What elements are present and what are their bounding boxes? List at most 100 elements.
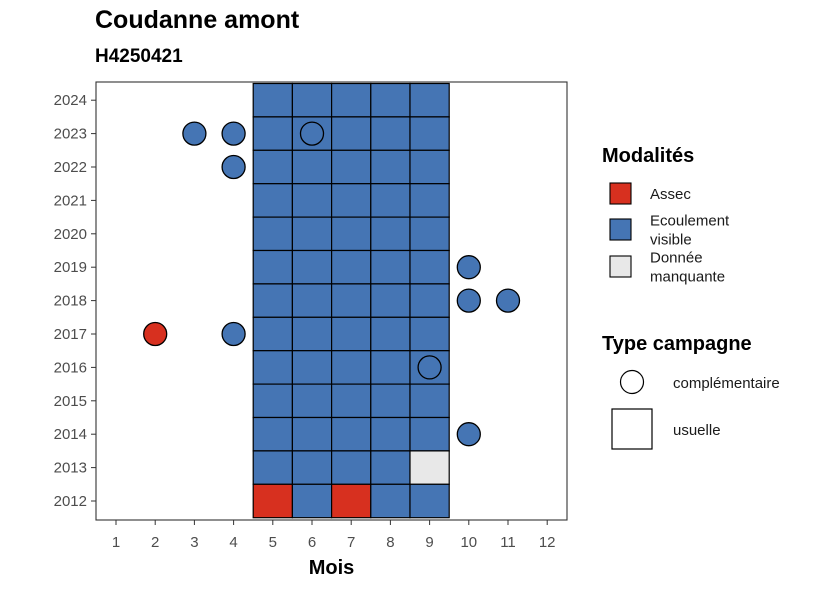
y-tick-label: 2022 [54, 159, 87, 176]
legend-key-label: Donnée [650, 250, 703, 267]
x-tick-label: 10 [460, 534, 477, 551]
tile-usuelle [331, 183, 372, 218]
tile-usuelle [291, 350, 333, 385]
tile-usuelle [409, 450, 450, 485]
tile-usuelle [409, 483, 450, 519]
point-complementaire [495, 288, 521, 313]
y-tick-label: 2020 [54, 226, 87, 243]
tile-usuelle [331, 283, 372, 318]
x-tick-label: 8 [386, 534, 394, 551]
tile-usuelle [409, 216, 450, 252]
tile-usuelle [331, 249, 372, 285]
point-complementaire [182, 121, 207, 146]
tile-usuelle [331, 350, 372, 385]
tile-usuelle [252, 82, 293, 118]
tile-usuelle [331, 116, 372, 151]
x-tick-label: 4 [229, 534, 237, 551]
tile-usuelle [370, 183, 411, 218]
point-complementaire [456, 288, 481, 313]
legend-key-label: Assec [650, 186, 691, 203]
point-complementaire [221, 121, 246, 146]
legend-key-label: visible [650, 232, 692, 249]
y-tick-label: 2013 [54, 460, 87, 477]
y-tick-label: 2018 [54, 293, 87, 310]
tile-usuelle [331, 316, 372, 352]
tile-usuelle [252, 249, 293, 285]
chart-subtitle: H4250421 [95, 46, 183, 67]
x-tick-label: 1 [112, 534, 120, 551]
tile-usuelle [331, 483, 372, 519]
tile-usuelle [291, 483, 333, 519]
tile-usuelle [370, 383, 411, 419]
tile-usuelle [331, 383, 372, 419]
tile-usuelle [409, 116, 450, 151]
x-tick-label: 3 [190, 534, 198, 551]
x-tick-label: 9 [425, 534, 433, 551]
tile-usuelle [252, 149, 293, 185]
tile-usuelle [252, 416, 293, 452]
y-tick-label: 2024 [54, 92, 87, 109]
tile-usuelle [252, 116, 293, 151]
x-tick-label: 12 [539, 534, 556, 551]
tile-usuelle [370, 350, 411, 385]
tile-usuelle [370, 149, 411, 185]
tile-usuelle [370, 249, 411, 285]
tile-usuelle [409, 149, 450, 185]
tile-usuelle [409, 283, 450, 318]
tile-usuelle [291, 416, 333, 452]
tile-usuelle [370, 82, 411, 118]
point-complementaire [456, 422, 481, 447]
point-complementaire [417, 355, 442, 380]
tile-usuelle [409, 383, 450, 419]
x-tick-label: 11 [500, 534, 516, 551]
tile-usuelle [409, 249, 450, 285]
x-tick-label: 7 [347, 534, 355, 551]
tile-usuelle [252, 316, 293, 352]
plot-area [95, 81, 568, 521]
tile-usuelle [291, 450, 333, 485]
axes: 2012 2013 2014 2015 2016 2017 2018 2019 2020 2021… [54, 92, 556, 551]
legend-key-swatch [609, 255, 632, 278]
legend-key-label: Ecoulement [650, 213, 730, 230]
tile-usuelle [291, 149, 333, 185]
tile-usuelle [252, 216, 293, 252]
y-tick-label: 2015 [54, 393, 87, 410]
tile-usuelle [409, 183, 450, 218]
x-tick-label: 5 [269, 534, 277, 551]
legend-type-label: usuelle [673, 422, 721, 439]
point-complementaire [143, 321, 168, 347]
tile-usuelle [291, 183, 333, 218]
tile-usuelle [370, 283, 411, 318]
x-tick-label: 6 [308, 534, 316, 551]
legend-key-label: manquante [650, 269, 725, 286]
tile-usuelle [252, 483, 293, 519]
legend-type-title: Type campagne [602, 333, 752, 355]
legend-key-swatch [609, 218, 632, 241]
tile-usuelle [252, 450, 293, 485]
tile-usuelle [331, 216, 372, 252]
tile-usuelle [370, 416, 411, 452]
y-tick-label: 2017 [54, 326, 87, 343]
tile-usuelle [331, 82, 372, 118]
tile-usuelle [291, 283, 333, 318]
tile-usuelle [331, 149, 372, 185]
tile-usuelle [252, 350, 293, 385]
tile-usuelle [252, 283, 293, 318]
tile-usuelle [331, 416, 372, 452]
legend-modalites-title: Modalités [602, 145, 694, 167]
tile-usuelle [370, 316, 411, 352]
tile-usuelle [291, 249, 333, 285]
y-tick-label: 2014 [54, 426, 87, 443]
y-tick-label: 2012 [54, 493, 87, 510]
tile-usuelle [252, 183, 293, 218]
point-complementaire [221, 321, 246, 347]
point-complementaire [221, 154, 246, 180]
tile-usuelle [291, 82, 333, 118]
legend-square-key [611, 408, 653, 450]
tile-usuelle [370, 216, 411, 252]
x-axis-title: Mois [309, 557, 355, 579]
tile-usuelle [291, 316, 333, 352]
y-tick-label: 2021 [54, 192, 87, 209]
